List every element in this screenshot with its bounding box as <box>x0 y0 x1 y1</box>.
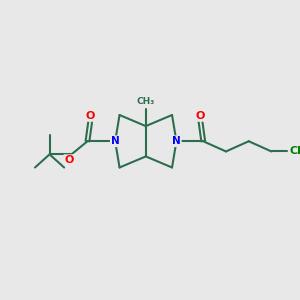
Text: N: N <box>172 136 181 146</box>
Text: Cl: Cl <box>290 146 300 157</box>
Text: N: N <box>111 136 119 146</box>
Text: O: O <box>64 155 74 165</box>
Text: CH₃: CH₃ <box>137 97 155 106</box>
Text: O: O <box>86 111 95 121</box>
Text: O: O <box>196 111 205 121</box>
